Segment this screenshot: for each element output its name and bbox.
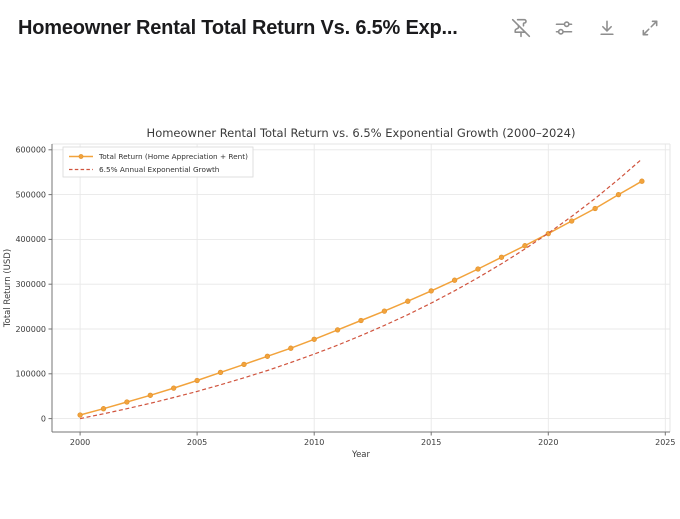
pin-off-icon (511, 18, 531, 38)
data-point (451, 277, 458, 283)
data-point (498, 254, 505, 260)
expand-icon (642, 20, 658, 36)
x-tick-label: 2015 (421, 438, 441, 447)
chart-settings-button[interactable] (554, 18, 574, 38)
x-tick-label: 2020 (538, 438, 558, 447)
y-tick-label: 400000 (15, 235, 46, 244)
chart-title: Homeowner Rental Total Return vs. 6.5% E… (147, 126, 576, 140)
data-point (522, 243, 528, 249)
chart-figure: 0 100000 200000 300000 400000 500000 600000 200… (0, 95, 680, 519)
y-axis-label: Total Return (USD) (3, 249, 13, 328)
data-point (639, 178, 645, 184)
data-point (381, 308, 388, 314)
data-point (264, 353, 271, 359)
data-point (475, 266, 481, 272)
data-point (428, 288, 434, 294)
header-actions (511, 18, 660, 38)
y-tick-label: 100000 (15, 370, 46, 379)
legend-label-1: 6.5% Annual Exponential Growth (99, 165, 219, 174)
data-point (124, 399, 130, 405)
x-tick-label: 2010 (304, 438, 324, 447)
download-button[interactable] (597, 18, 617, 38)
x-tick-label: 2025 (655, 438, 675, 447)
series-line-1 (79, 158, 643, 420)
data-point (171, 385, 177, 391)
expand-button[interactable] (640, 18, 660, 38)
data-point (147, 392, 153, 398)
x-tick-label: 2005 (187, 438, 207, 447)
widget-header: Homeowner Rental Total Return Vs. 6.5% E… (0, 0, 680, 56)
data-point (334, 327, 341, 333)
data-point (311, 336, 317, 342)
data-point (569, 218, 575, 224)
data-point (217, 369, 224, 376)
data-point (100, 406, 107, 412)
data-point (241, 361, 247, 368)
legend: Total Return (Home Appreciation + Rent) 6… (62, 146, 254, 178)
y-tick-label: 300000 (15, 280, 46, 289)
legend-label-0: Total Return (Home Appreciation + Rent) (98, 152, 248, 161)
unpin-button[interactable] (511, 18, 531, 38)
data-point (288, 345, 294, 351)
y-tick-label: 200000 (15, 325, 46, 334)
series-line-0 (79, 180, 643, 416)
data-point (358, 317, 364, 324)
data-point (77, 412, 83, 418)
chart-svg: 0 100000 200000 300000 400000 500000 600000 200… (3, 126, 675, 460)
x-tick-label: 2000 (70, 438, 90, 447)
y-tick-label: 500000 (15, 190, 46, 199)
data-point (615, 191, 622, 198)
y-tick-label: 600000 (15, 146, 46, 155)
widget-title: Homeowner Rental Total Return Vs. 6.5% E… (18, 16, 458, 39)
data-point (405, 298, 411, 304)
sliders-icon (555, 21, 573, 35)
data-point (194, 377, 200, 384)
legend-marker (78, 154, 84, 159)
data-point (592, 205, 598, 212)
download-icon (600, 20, 614, 36)
y-tick-label: 0 (41, 414, 46, 423)
x-axis-label: Year (351, 450, 371, 460)
